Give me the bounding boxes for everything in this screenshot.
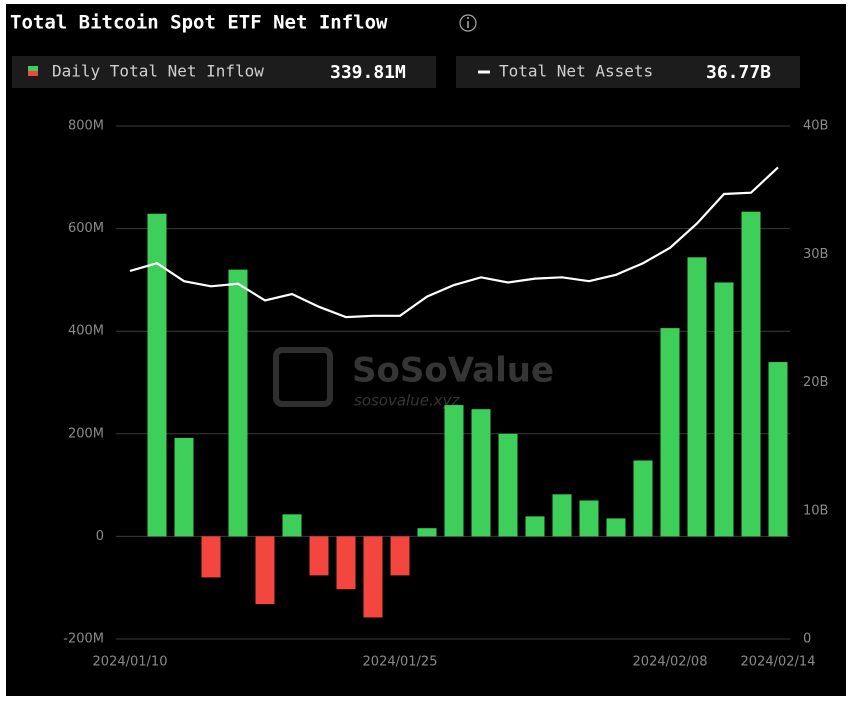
bar — [417, 528, 437, 537]
bar — [201, 536, 221, 578]
bar — [633, 460, 653, 537]
bar — [309, 536, 329, 576]
legend-value: 339.81M — [330, 62, 406, 83]
legend-swatch — [28, 71, 38, 76]
chart-title: Total Bitcoin Spot ETF Net Inflow — [10, 12, 388, 34]
bar — [363, 536, 383, 618]
y2-tick-label: 10B — [803, 503, 828, 518]
y-tick-label: -200M — [63, 632, 104, 647]
legend-label: Total Net Assets — [499, 62, 653, 81]
y-tick-label: 0 — [96, 529, 104, 544]
x-tick-label: 2024/01/10 — [93, 655, 168, 670]
bar — [660, 328, 680, 537]
bar — [552, 494, 572, 537]
y2-tick-label: 30B — [803, 247, 828, 262]
info-icon[interactable] — [459, 14, 477, 32]
x-tick-label: 2024/02/08 — [633, 655, 708, 670]
bar — [444, 405, 464, 537]
y2-tick-label: 0 — [803, 632, 811, 647]
line — [129, 166, 779, 319]
bar — [147, 213, 167, 537]
y2-tick-label: 40B — [803, 119, 828, 134]
watermark: SoSoValue sosovalue.xyz — [273, 347, 554, 410]
watermark-url: sosovalue.xyz — [354, 392, 460, 410]
y2-tick-label: 20B — [803, 375, 828, 390]
bar — [336, 536, 356, 590]
x-tick-label: 2024/01/25 — [363, 655, 438, 670]
bar — [525, 516, 545, 537]
bar — [741, 211, 761, 537]
y-tick-label: 200M — [68, 426, 104, 441]
legend-label: Daily Total Net Inflow — [52, 62, 264, 81]
y-tick-label: 400M — [68, 324, 104, 339]
bar — [498, 433, 518, 537]
legend-swatch — [28, 66, 38, 71]
x-tick-label: 2024/02/14 — [741, 655, 816, 670]
bar — [579, 500, 599, 537]
bar — [255, 536, 275, 605]
y-tick-label: 800M — [68, 119, 104, 134]
legend-box — [456, 56, 800, 88]
bar — [606, 518, 626, 537]
y-tick-label: 600M — [68, 221, 104, 236]
legend-value: 36.77B — [706, 62, 771, 83]
bar — [228, 269, 248, 537]
watermark-text: SoSoValue — [352, 351, 554, 391]
bar — [471, 409, 491, 537]
bar — [390, 536, 410, 576]
bar — [714, 282, 734, 537]
bar — [282, 514, 302, 537]
bar — [687, 257, 707, 537]
legend-box — [12, 56, 436, 88]
bar — [768, 362, 788, 537]
bar — [174, 437, 194, 537]
